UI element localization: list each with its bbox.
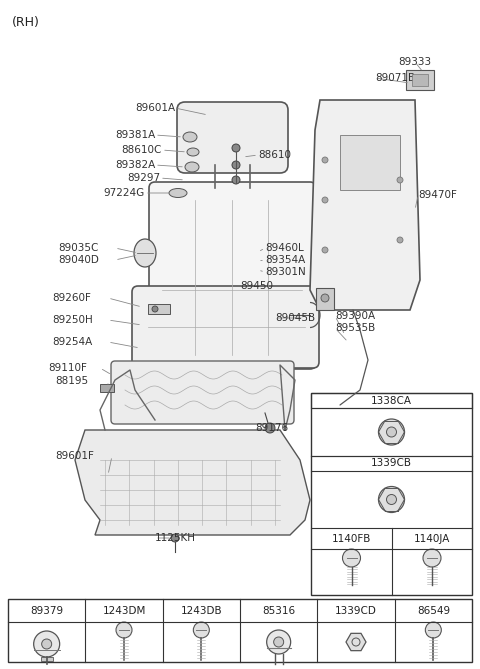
Text: 89381A: 89381A: [115, 130, 155, 140]
Text: 88610C: 88610C: [121, 145, 162, 155]
Bar: [100, 384, 114, 392]
Circle shape: [386, 427, 396, 437]
Circle shape: [397, 177, 403, 183]
Circle shape: [34, 631, 60, 657]
Circle shape: [267, 630, 291, 654]
Text: 89390A: 89390A: [335, 311, 375, 321]
Circle shape: [321, 294, 329, 302]
FancyBboxPatch shape: [132, 286, 319, 368]
Circle shape: [152, 306, 158, 312]
Text: 89254A: 89254A: [52, 337, 92, 347]
Text: 1339CD: 1339CD: [335, 605, 377, 615]
Text: 89297: 89297: [127, 173, 160, 183]
Circle shape: [116, 622, 132, 638]
Text: 89110F: 89110F: [48, 363, 87, 373]
Text: (RH): (RH): [12, 16, 40, 29]
FancyBboxPatch shape: [111, 361, 294, 424]
Text: 89460L: 89460L: [265, 243, 304, 253]
Text: 88610: 88610: [258, 150, 291, 160]
Bar: [412, 74, 428, 86]
Circle shape: [423, 549, 441, 567]
Polygon shape: [75, 430, 310, 535]
Bar: [311, 393, 472, 595]
Circle shape: [193, 622, 209, 638]
Bar: [316, 288, 334, 310]
Circle shape: [379, 486, 405, 512]
Text: 89601F: 89601F: [55, 451, 94, 461]
Circle shape: [379, 419, 405, 445]
Ellipse shape: [187, 148, 199, 156]
Text: 89379: 89379: [30, 605, 63, 615]
Text: 89176: 89176: [255, 423, 288, 433]
Text: 1125KH: 1125KH: [155, 533, 196, 543]
Ellipse shape: [169, 189, 187, 197]
Bar: [311, 393, 472, 408]
Ellipse shape: [183, 132, 197, 142]
Text: 89260F: 89260F: [52, 293, 91, 303]
Circle shape: [322, 247, 328, 253]
Circle shape: [42, 639, 52, 649]
Text: 1243DM: 1243DM: [102, 605, 146, 615]
Bar: [148, 304, 170, 314]
Text: 89382A: 89382A: [115, 160, 155, 170]
Text: 89250H: 89250H: [52, 315, 93, 325]
Circle shape: [232, 144, 240, 152]
Circle shape: [265, 423, 275, 433]
Text: 89035C: 89035C: [58, 243, 98, 253]
Circle shape: [343, 549, 360, 567]
Bar: [41, 657, 53, 661]
Text: 1338CA: 1338CA: [371, 395, 412, 405]
Text: 89470F: 89470F: [418, 190, 457, 200]
Text: 88195: 88195: [55, 376, 88, 386]
Text: 97224G: 97224G: [104, 188, 145, 198]
Text: 89045B: 89045B: [275, 313, 315, 323]
Text: 89601A: 89601A: [135, 103, 175, 113]
Text: 89301N: 89301N: [265, 267, 306, 277]
Circle shape: [232, 176, 240, 184]
Circle shape: [322, 157, 328, 163]
Text: 1140FB: 1140FB: [332, 533, 371, 543]
Circle shape: [171, 534, 179, 542]
Ellipse shape: [134, 239, 156, 267]
Ellipse shape: [185, 162, 199, 172]
FancyBboxPatch shape: [149, 182, 316, 369]
Text: 1140JA: 1140JA: [414, 533, 450, 543]
Circle shape: [425, 622, 441, 638]
Text: 1339CB: 1339CB: [371, 458, 412, 468]
Circle shape: [386, 494, 396, 504]
Polygon shape: [346, 634, 366, 651]
Circle shape: [274, 637, 284, 647]
Circle shape: [322, 197, 328, 203]
Circle shape: [397, 237, 403, 243]
Polygon shape: [310, 100, 420, 310]
Bar: [406, 70, 434, 90]
Text: 86549: 86549: [417, 605, 450, 615]
Text: 85316: 85316: [262, 605, 295, 615]
Text: 89535B: 89535B: [335, 323, 375, 333]
Text: 89333: 89333: [398, 57, 431, 67]
Text: 89040D: 89040D: [58, 255, 99, 265]
Text: 1243DB: 1243DB: [180, 605, 222, 615]
Bar: [340, 135, 400, 190]
Text: 89071B: 89071B: [375, 73, 415, 83]
Text: 89450: 89450: [240, 281, 273, 291]
Circle shape: [232, 161, 240, 169]
Text: 89354A: 89354A: [265, 255, 305, 265]
FancyBboxPatch shape: [177, 102, 288, 173]
Bar: [8, 599, 472, 662]
